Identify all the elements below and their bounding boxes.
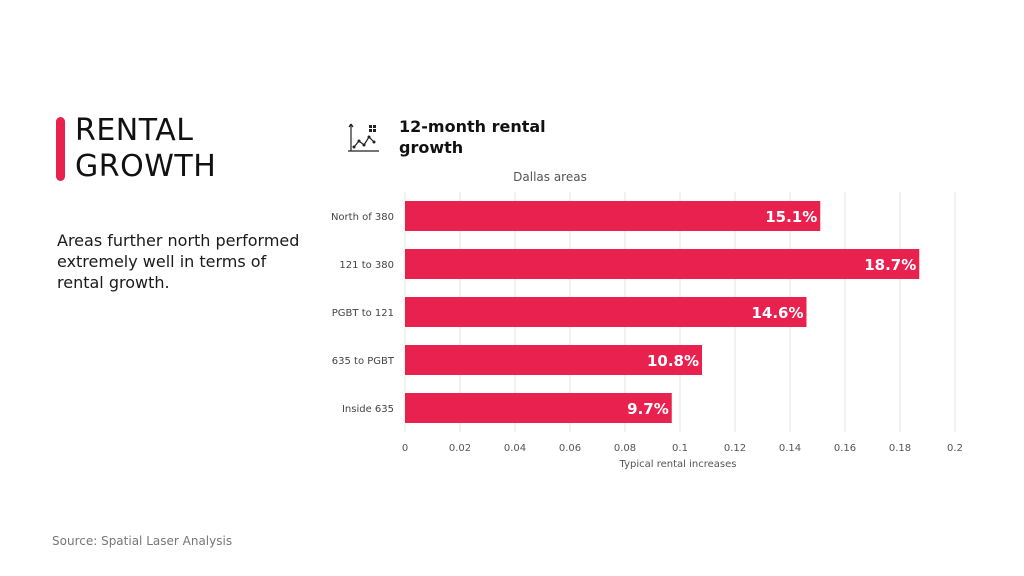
x-tick-label-8: 0.16 [834, 443, 856, 454]
x-axis-title: Typical rental increases [619, 459, 737, 470]
page-title: RENTAL GROWTH [75, 113, 216, 185]
bar-1 [405, 249, 920, 279]
x-tick-label-4: 0.08 [614, 443, 636, 454]
x-tick-label-9: 0.18 [889, 443, 911, 454]
bar-4 [405, 393, 672, 423]
x-tick-label-1: 0.02 [449, 443, 471, 454]
page-description: Areas further north performed extremely … [57, 231, 300, 292]
category-label-1: 121 to 380 [339, 260, 394, 271]
bar-0 [405, 201, 821, 231]
x-tick-label-10: 0.2 [947, 443, 963, 454]
data-label-4: 9.7% [627, 400, 669, 418]
x-tick-label-3: 0.06 [559, 443, 581, 454]
data-label-0: 15.1% [765, 208, 817, 226]
bar-3 [405, 345, 702, 375]
category-label-2: PGBT to 121 [332, 308, 394, 319]
bar-2 [405, 297, 807, 327]
data-label-2: 14.6% [751, 304, 803, 322]
x-tick-label-2: 0.04 [504, 443, 526, 454]
category-label-3: 635 to PGBT [332, 356, 395, 367]
x-tick-label-0: 0 [402, 443, 408, 454]
category-label-0: North of 380 [331, 212, 394, 223]
chart-title: Dallas areas [513, 170, 587, 184]
page-title-line-1: RENTAL [75, 113, 194, 148]
x-tick-label-6: 0.12 [724, 443, 746, 454]
data-label-3: 10.8% [647, 352, 699, 370]
scatter-chart-icon [348, 123, 379, 152]
category-label-4: Inside 635 [342, 404, 394, 415]
source-note: Source: Spatial Laser Analysis [52, 534, 233, 548]
x-tick-label-5: 0.1 [672, 443, 688, 454]
heading-accent-bar [56, 117, 65, 181]
data-label-1: 18.7% [864, 256, 916, 274]
page-title-line-2: GROWTH [75, 149, 217, 184]
x-tick-label-7: 0.14 [779, 443, 801, 454]
chart-heading: 12-month rental growth [399, 117, 546, 157]
